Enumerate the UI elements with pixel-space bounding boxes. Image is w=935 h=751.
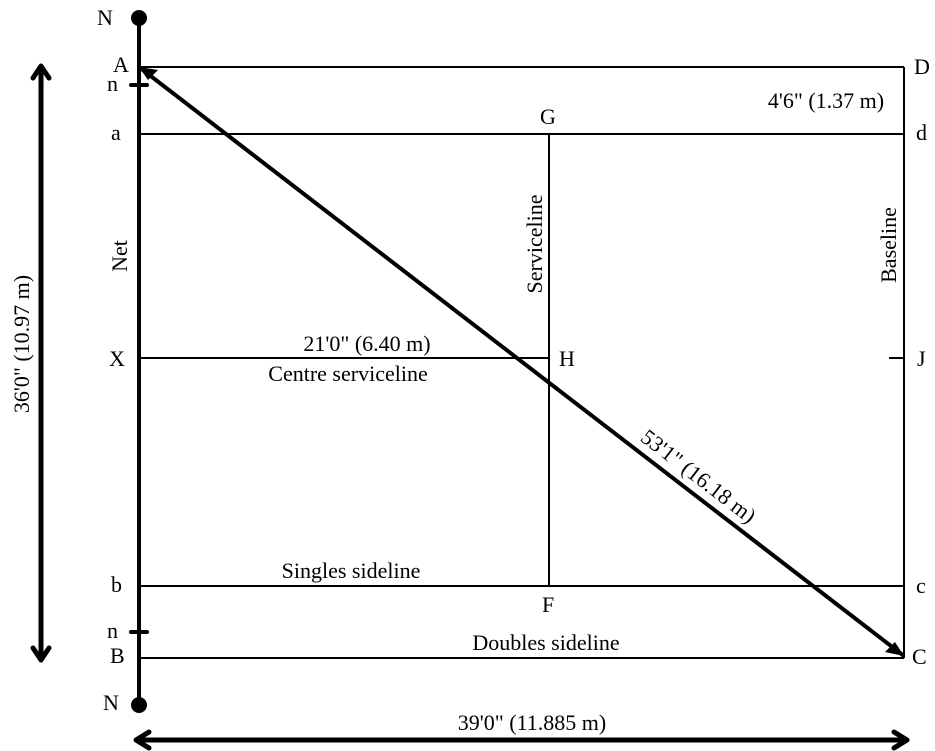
point-J: J [917,346,926,371]
point-B: B [110,643,125,668]
width-arrowhead-bottom [30,645,52,663]
point-c: c [916,573,926,598]
court-length-label: 39'0" (11.885 m) [458,710,606,735]
doubles-sideline-label: Doubles sideline [472,630,619,655]
net-label: Net [107,240,132,272]
net-post-bottom [131,697,147,713]
length-arrowhead-left [133,729,152,751]
point-b: b [111,572,122,597]
diagonal-label: 53'1" (16.18 m) [636,424,761,528]
diagonal-arrowhead-a [139,67,158,80]
point-H: H [559,346,575,371]
point-F: F [542,592,554,617]
singles-sideline-label: Singles sideline [282,558,421,583]
baseline-label: Baseline [876,207,901,283]
length-arrowhead-right [891,729,910,751]
point-a: a [111,120,121,145]
point-N-bottom: N [103,690,119,715]
point-C: C [912,644,927,669]
point-A: A [113,52,129,77]
service-length-label: 21'0" (6.40 m) [303,331,430,356]
point-d: d [916,120,927,145]
court-width-label: 36'0" (10.97 m) [9,275,34,413]
point-D: D [914,54,930,79]
width-arrowhead-top [30,63,52,81]
net-post-top [131,10,147,26]
point-G: G [540,104,556,129]
diagonal-arrowhead-c [885,642,904,656]
alley-width-label: 4'6" (1.37 m) [768,88,884,113]
point-X: X [109,346,125,371]
point-n-top: n [107,71,118,96]
serviceline-label: Serviceline [522,195,547,294]
diagonal-line [137,65,906,658]
centre-serviceline-label: Centre serviceline [268,361,427,386]
point-N-top: N [97,5,113,30]
point-n-bottom: n [107,618,118,643]
